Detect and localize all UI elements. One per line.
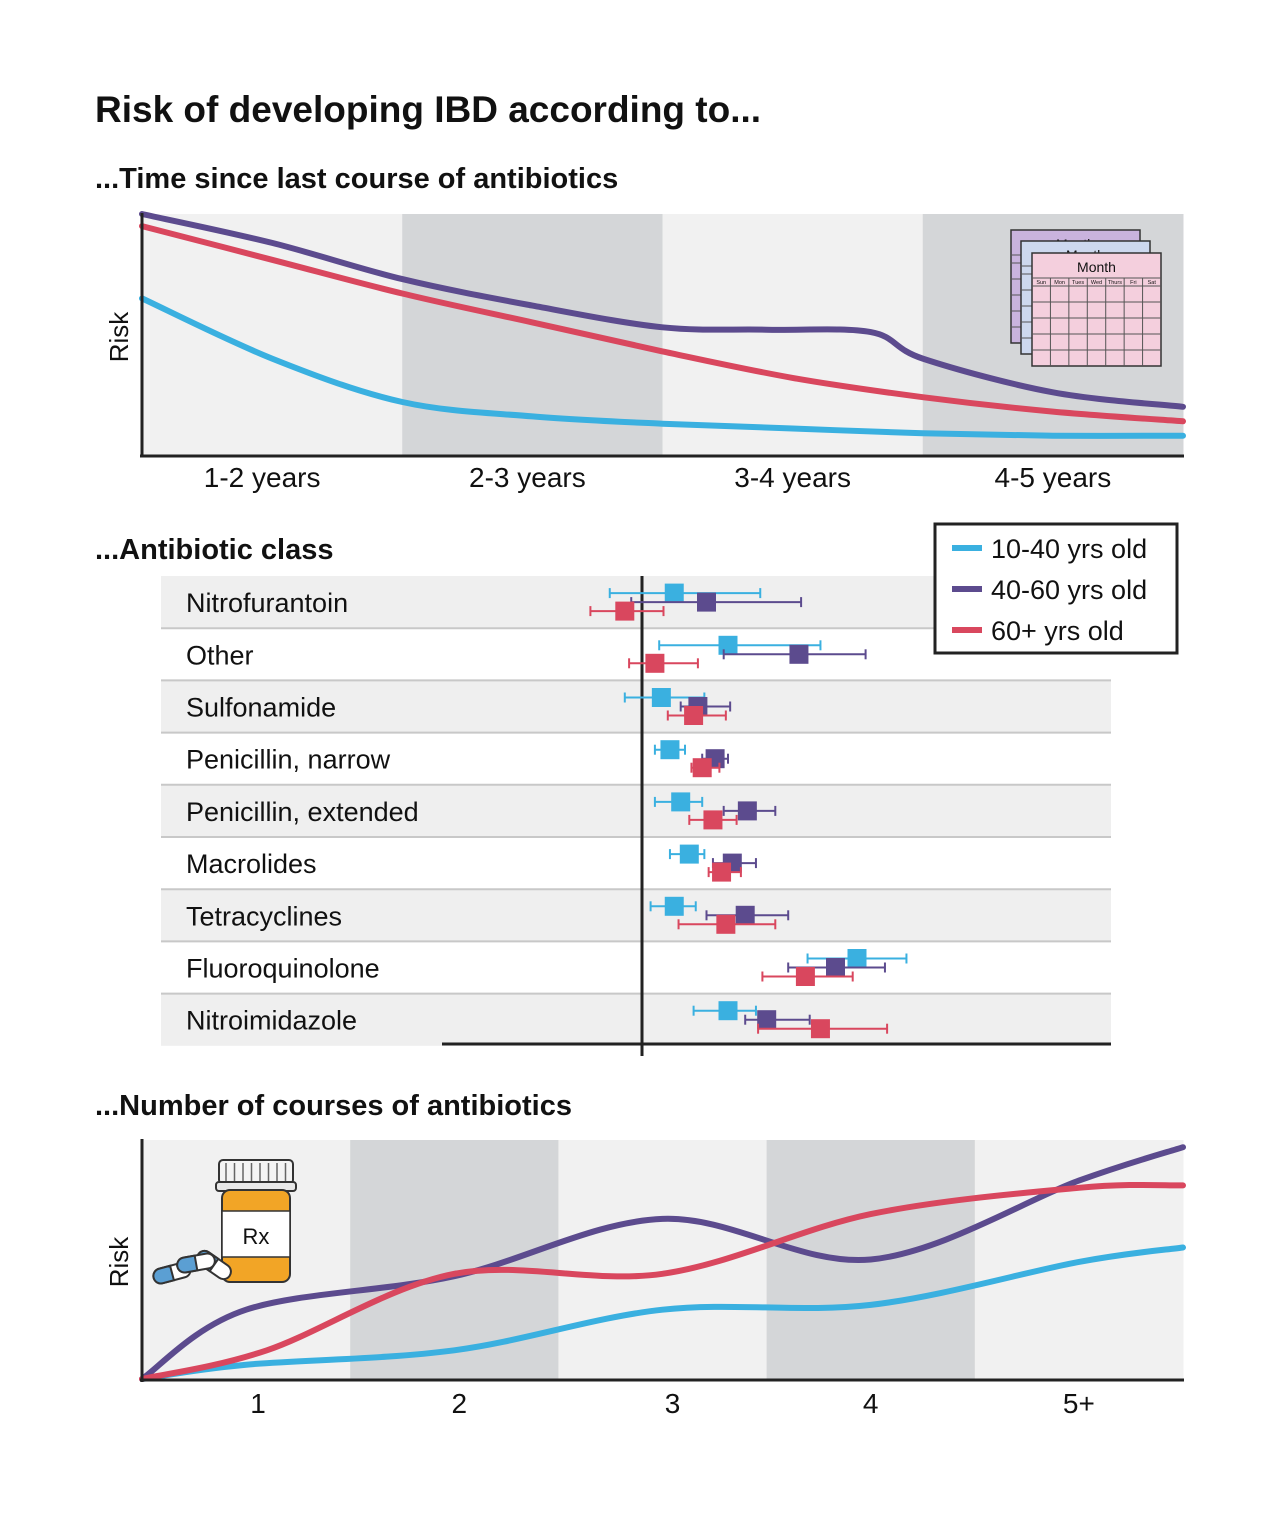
series-line-middle (139, 211, 1186, 410)
estimate-marker-young (718, 635, 738, 655)
estimate-marker-middle (789, 644, 809, 664)
courses-lines (139, 1144, 1186, 1382)
bottle-rx-label: Rx (243, 1224, 270, 1249)
courses-panel: ...Number of courses of antibiotics Rx R… (95, 1090, 1186, 1419)
calendar-icon: MonthMonthMonthSunMonTuesWedThursFriSat (1010, 229, 1162, 367)
tick-label: 3 (665, 1388, 681, 1419)
estimate-marker-old (810, 1019, 830, 1039)
calendar-day-label: Sat (1148, 280, 1157, 286)
legend-label-middle: 40-60 yrs old (991, 575, 1147, 605)
calendar-day-label: Fri (1130, 280, 1136, 286)
estimate-marker-middle (826, 958, 845, 977)
estimate-marker-old (684, 706, 704, 725)
tick-label: 5+ (1063, 1388, 1095, 1419)
estimate-marker-old (645, 653, 665, 673)
class-label: Tetracyclines (186, 901, 342, 931)
class-panel-title: ...Antibiotic class (95, 534, 334, 566)
row-background (161, 993, 1111, 1046)
tick-label: 2 (452, 1388, 468, 1419)
time-y-label: Risk (104, 311, 134, 363)
series-line-young (139, 295, 1186, 439)
calendar-day-label: Mon (1054, 280, 1065, 286)
estimate-marker-young (671, 792, 691, 812)
calendar-sheet (1031, 252, 1162, 367)
class-marks (589, 583, 908, 1039)
class-rows: Nitrofurantoin Other Sulfonamide Penicillin… (161, 576, 1111, 1046)
courses-panel-title: ...Number of courses of antibiotics (95, 1090, 572, 1122)
estimate-marker-old (692, 758, 712, 778)
class-label: Penicillin, narrow (186, 745, 391, 775)
calendar-day-label: Sun (1036, 280, 1046, 286)
tick-label: 1 (250, 1388, 266, 1419)
capsule-half (152, 1264, 176, 1285)
legend: 10-40 yrs old 40-60 yrs old 60+ yrs old (933, 522, 1179, 655)
main-title: Risk of developing IBD according to... (95, 89, 761, 130)
legend-label-young: 10-40 yrs old (991, 534, 1147, 564)
courses-tick-labels: 1 2 3 4 5+ (250, 1388, 1095, 1419)
time-lines (139, 211, 1186, 439)
legend-items: 10-40 yrs old 40-60 yrs old 60+ yrs old (952, 534, 1147, 646)
estimate-marker-old (703, 810, 723, 830)
bottle-label (221, 1210, 291, 1258)
tick-label: 4 (863, 1388, 879, 1419)
estimate-marker-middle (737, 801, 757, 821)
class-label: Nitroimidazole (186, 1006, 357, 1036)
class-label: Sulfonamide (186, 693, 336, 723)
class-label: Macrolides (186, 849, 317, 879)
row-background (161, 889, 1111, 942)
time-panel-title: ...Time since last course of antibiotics (95, 163, 618, 195)
band-1 (142, 214, 403, 455)
row-background (161, 784, 1111, 837)
bottle-cap (218, 1159, 294, 1185)
courses-bands (142, 1140, 1184, 1379)
time-tick-labels: 1-2 years 2-3 years 3-4 years 4-5 years (204, 462, 1111, 493)
tick-label: 1-2 years (204, 462, 321, 493)
estimate-marker-young (651, 688, 671, 707)
pill-bottle-icon: Rx (152, 1159, 297, 1285)
estimate-marker-old (615, 601, 635, 621)
series-line-old (139, 1181, 1186, 1382)
series-line-old (139, 223, 1186, 425)
tick-label: 2-3 years (469, 462, 586, 493)
class-label: Nitrofurantoin (186, 588, 348, 618)
capsule-half (176, 1254, 199, 1274)
band-2 (350, 1140, 559, 1379)
estimate-marker-young (847, 949, 867, 968)
calendar-day-label: Wed (1091, 280, 1102, 286)
class-panel: ...Antibiotic class Nitrofurantoin Other S… (95, 522, 1179, 1056)
estimate-marker-old (716, 914, 736, 934)
band-3 (558, 1140, 768, 1379)
capsule (176, 1252, 216, 1274)
calendar-day-label: Thurs (1108, 280, 1122, 286)
estimate-marker-young (679, 844, 699, 864)
courses-y-label: Risk (104, 1236, 134, 1288)
estimate-marker-old (795, 967, 815, 986)
estimate-marker-young (660, 740, 680, 760)
estimate-marker-middle (735, 905, 755, 925)
estimate-marker-middle (757, 1010, 777, 1030)
tick-label: 3-4 years (734, 462, 851, 493)
legend-label-old: 60+ yrs old (991, 616, 1124, 646)
class-label: Other (186, 640, 254, 670)
series-line-young (139, 1244, 1186, 1382)
estimate-marker-middle (697, 592, 716, 612)
estimate-marker-young (664, 896, 684, 916)
calendar-month-label: Month (1077, 259, 1116, 275)
class-label: Fluoroquinolone (186, 954, 380, 984)
row-background (161, 680, 1111, 733)
estimate-marker-young (664, 583, 684, 603)
time-panel: ...Time since last course of antibiotics… (95, 163, 1186, 493)
tick-label: 4-5 years (995, 462, 1112, 493)
class-label: Penicillin, extended (186, 797, 419, 827)
estimate-marker-old (712, 862, 732, 882)
estimate-marker-young (718, 1001, 738, 1021)
calendar-day-label: Tues (1072, 280, 1084, 286)
